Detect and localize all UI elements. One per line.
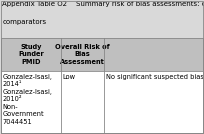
Text: Study
Funder
PMID: Study Funder PMID: [18, 44, 44, 64]
Text: Overall Risk of
Bias
Assessment: Overall Risk of Bias Assessment: [55, 44, 110, 64]
Text: Gonzalez-Isasi,
2014¹
Gonzalez-Isasi,
2010²
Non-
Government
7044451: Gonzalez-Isasi, 2014¹ Gonzalez-Isasi, 20…: [3, 74, 52, 125]
Text: Appendix Table O2    Summary risk of bias assessments: co: Appendix Table O2 Summary risk of bias a…: [2, 1, 204, 7]
Text: comparators: comparators: [2, 19, 47, 25]
FancyBboxPatch shape: [1, 38, 203, 133]
Text: Low: Low: [63, 74, 76, 80]
Text: No significant suspected biases.: No significant suspected biases.: [106, 74, 204, 80]
FancyBboxPatch shape: [0, 0, 204, 38]
FancyBboxPatch shape: [1, 38, 203, 71]
